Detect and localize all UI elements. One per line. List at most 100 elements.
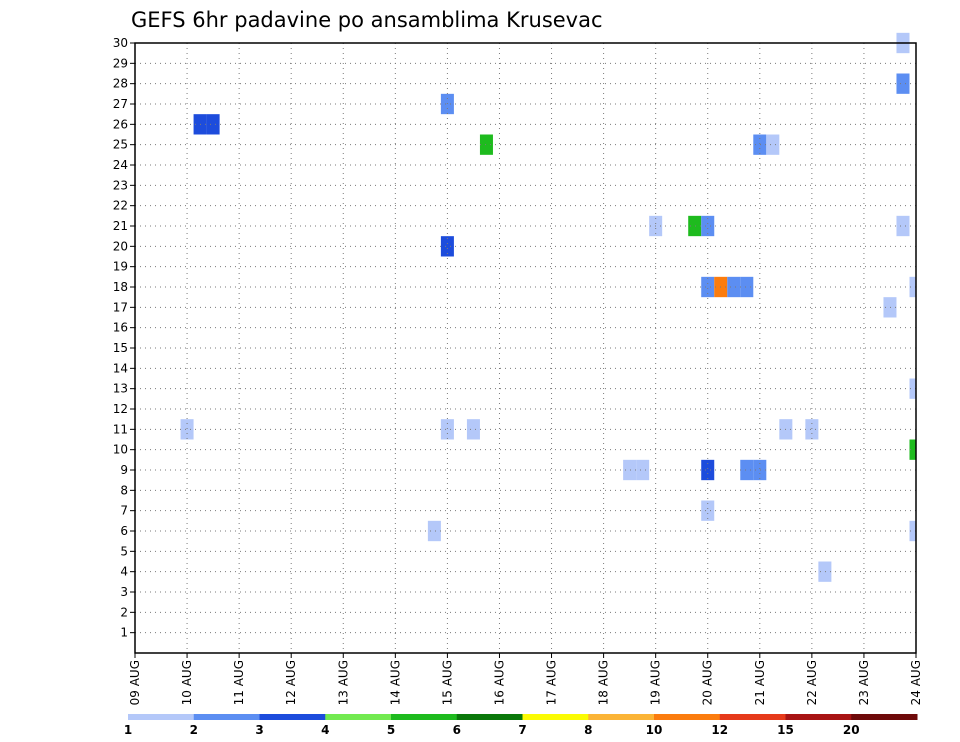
heatmap-cell [701,500,715,521]
x-tick-label: 13 AUG [336,660,350,705]
y-tick-label: 23 [113,178,128,192]
heatmap-cell [883,297,897,318]
y-tick-label: 5 [120,544,128,558]
colorbar-label: 1 [124,723,132,737]
x-tick-label: 16 AUG [492,660,506,705]
colorbar-label: 15 [777,723,794,737]
heatmap-cell [740,276,754,298]
y-tick-label: 24 [113,158,128,172]
x-tick-label: 12 AUG [284,660,298,705]
colorbar-segment [259,714,326,720]
grid-layer [135,42,916,653]
axes-layer: 1234567891011121314151617181920212223242… [113,36,923,705]
y-tick-label: 29 [113,56,128,70]
y-tick-label: 20 [113,239,128,253]
y-tick-label: 28 [113,77,128,91]
colorbar-label: 8 [584,723,592,737]
colorbar-segment [654,714,721,720]
y-tick-label: 7 [120,504,128,518]
chart-title: GEFS 6hr padavine po ansamblima Krusevac [131,8,603,32]
y-tick-label: 18 [113,280,128,294]
x-tick-label: 23 AUG [857,660,871,705]
heatmap-cell [180,419,194,440]
x-tick-label: 24 AUG [909,660,923,705]
heatmap-cell [909,439,916,460]
y-tick-label: 11 [113,422,128,436]
colorbar-segment [851,714,918,720]
heatmap-cell [740,459,754,481]
colorbar-label: 20 [843,723,860,737]
heatmap-cell [427,520,441,542]
colorbar-segment [325,714,392,720]
colorbar-segment [456,714,523,720]
heatmap-cell [896,215,910,237]
x-tick-label: 10 AUG [180,660,194,705]
x-tick-label: 19 AUG [649,660,663,705]
x-tick-label: 17 AUG [545,660,559,705]
colorbar-label: 7 [518,723,526,737]
colorbar-label: 10 [646,723,663,737]
y-tick-label: 25 [113,138,128,152]
y-tick-label: 15 [113,341,128,355]
heatmap-cell [688,215,702,237]
colorbar-label: 2 [190,723,198,737]
x-tick-label: 22 AUG [805,660,819,705]
colorbar-label: 6 [453,723,461,737]
heatmap-cell [479,134,493,155]
y-tick-label: 30 [113,36,128,50]
y-tick-label: 1 [120,626,128,640]
y-tick-label: 27 [113,97,128,111]
heatmap-cell [727,276,741,298]
heatmap-cell [466,419,480,440]
y-tick-label: 17 [113,300,128,314]
x-tick-label: 20 AUG [701,660,715,705]
colorbar-segment [391,714,458,720]
y-tick-label: 9 [120,463,128,477]
heatmap-cell [909,378,916,399]
heatmap-cell [636,459,650,481]
heatmap-cell [440,419,454,440]
y-tick-label: 22 [113,199,128,213]
y-tick-label: 14 [113,361,128,375]
y-tick-label: 8 [120,483,128,497]
heatmap-cell [805,419,819,440]
colorbar-label: 4 [321,723,329,737]
heatmap-cell [766,134,780,155]
y-tick-label: 3 [120,585,128,599]
colorbar-segment [719,714,786,720]
colorbar-label: 3 [255,723,263,737]
heatmap-cell [909,520,916,542]
x-tick-label: 15 AUG [440,660,454,705]
y-tick-label: 16 [113,321,128,335]
y-tick-label: 10 [113,443,128,457]
x-tick-label: 11 AUG [232,660,246,705]
y-tick-label: 21 [113,219,128,233]
colorbar-segment [128,714,195,720]
y-tick-label: 13 [113,382,128,396]
x-tick-label: 09 AUG [128,660,142,705]
y-tick-label: 4 [120,565,128,579]
y-tick-label: 12 [113,402,128,416]
y-tick-label: 2 [120,605,128,619]
heatmap-cell [701,276,715,298]
heatmap-cell [818,561,832,582]
y-tick-label: 26 [113,117,128,131]
heatmap-cell [440,236,454,257]
colorbar-segment [193,714,260,720]
colorbar-segment [785,714,852,720]
colorbar: 1 2 3 4 5 6 7 8 10 12 15 20 [124,714,918,737]
heatmap-cell [909,276,916,298]
x-tick-label: 21 AUG [753,660,767,705]
heatmap-cell [753,459,767,481]
y-tick-label: 6 [120,524,128,538]
heatmap-cell [896,73,910,94]
x-tick-label: 18 AUG [597,660,611,705]
heatmap-cell [206,114,220,135]
heatmap-cell [701,215,715,237]
colorbar-segment [522,714,589,720]
heatmap-cell [753,134,767,155]
heatmap-cell [701,459,715,481]
colorbar-label: 5 [387,723,395,737]
heatmap-cell [623,459,637,481]
